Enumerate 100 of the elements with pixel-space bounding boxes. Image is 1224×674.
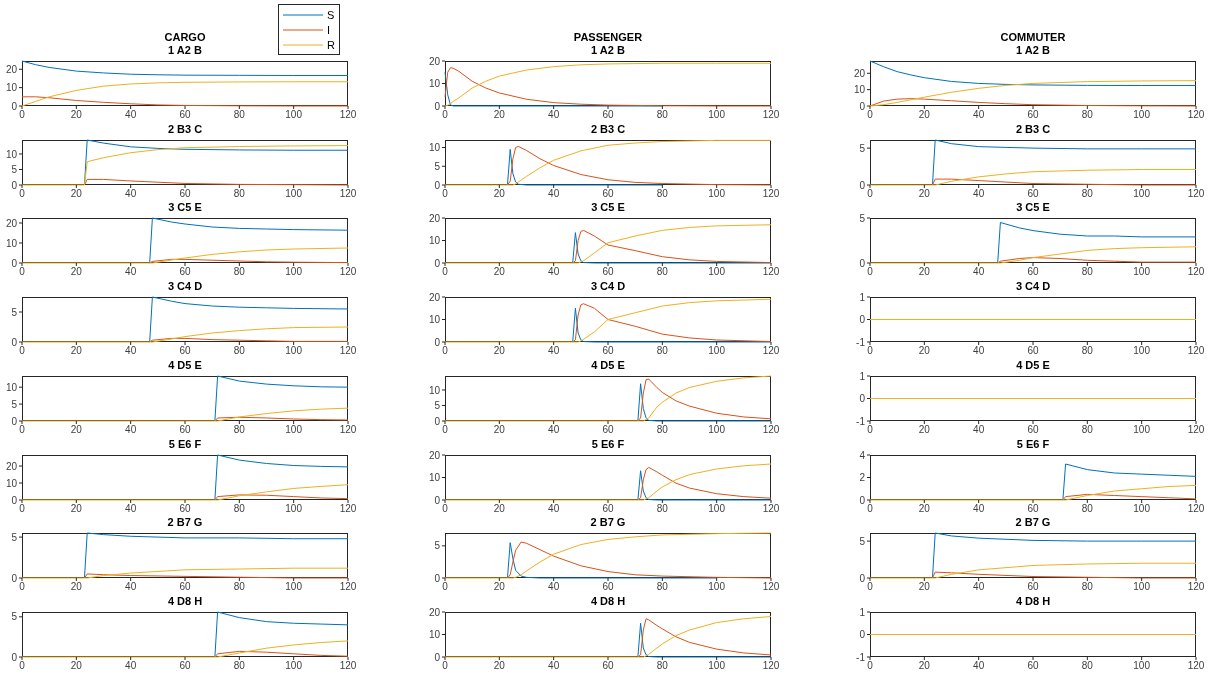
line-series xyxy=(214,454,349,500)
x-tick-label: 0 xyxy=(867,423,874,435)
x-tick-label: 20 xyxy=(70,109,83,121)
x-tick-label: 20 xyxy=(70,266,83,278)
x-tick-label: 60 xyxy=(1027,581,1039,593)
y-tick-label: 20 xyxy=(5,63,18,75)
line-series xyxy=(931,139,1197,186)
x-tick-label: 20 xyxy=(493,266,506,278)
x-tick-label: 0 xyxy=(442,109,449,121)
x-tick-label: 120 xyxy=(762,109,780,121)
line-series xyxy=(21,326,349,343)
x-tick-label: 80 xyxy=(656,502,669,514)
y-tick-label: 0 xyxy=(434,415,441,427)
x-tick-label: 40 xyxy=(973,187,985,199)
x-tick-label: 0 xyxy=(19,581,26,593)
chart-title: 3 C5 E xyxy=(590,201,626,215)
x-tick-label: 60 xyxy=(179,581,191,593)
line-series xyxy=(997,222,1197,264)
y-tick-label: 20 xyxy=(428,212,441,224)
x-tick-label: 0 xyxy=(442,345,449,357)
x-tick-label: 100 xyxy=(285,266,303,278)
x-tick-label: 120 xyxy=(1187,423,1205,435)
x-tick-label: 100 xyxy=(1133,581,1151,593)
x-tick-label: 0 xyxy=(442,659,449,671)
y-tick-label: 0 xyxy=(434,494,441,506)
x-tick-label: 100 xyxy=(285,423,303,435)
y-tick-label: 1 xyxy=(859,606,866,618)
x-tick-label: 120 xyxy=(762,266,780,278)
x-tick-label: 60 xyxy=(602,345,614,357)
x-tick-label: 120 xyxy=(339,187,357,199)
x-tick-label: 120 xyxy=(762,659,780,671)
x-tick-label: 40 xyxy=(973,266,985,278)
line-series xyxy=(214,611,349,658)
x-tick-label: 100 xyxy=(285,659,303,671)
chart-title: COMMUTER xyxy=(999,31,1067,44)
x-tick-label: 60 xyxy=(179,502,191,514)
x-tick-label: 60 xyxy=(179,187,191,199)
y-tick-label: 10 xyxy=(5,82,18,94)
line-series xyxy=(149,296,349,343)
x-tick-label: 60 xyxy=(602,266,614,278)
y-tick-label: 1 xyxy=(859,291,866,303)
chart-title: 4 D5 E xyxy=(590,358,626,372)
x-tick-label: 60 xyxy=(1027,266,1039,278)
x-tick-label: 60 xyxy=(179,423,191,435)
x-tick-label: 0 xyxy=(19,423,26,435)
y-tick-label: 5 xyxy=(859,142,866,154)
x-tick-label: 120 xyxy=(762,502,780,514)
x-tick-label: 120 xyxy=(762,187,780,199)
x-tick-label: 60 xyxy=(602,187,614,199)
y-tick-label: 0 xyxy=(11,494,18,506)
x-tick-label: 20 xyxy=(918,423,931,435)
x-tick-label: 100 xyxy=(285,581,303,593)
x-tick-label: 120 xyxy=(1187,109,1205,121)
x-tick-label: 80 xyxy=(1081,109,1094,121)
x-tick-label: 0 xyxy=(442,581,449,593)
x-tick-label: 40 xyxy=(548,345,560,357)
x-tick-label: 120 xyxy=(1187,266,1205,278)
x-tick-label: 100 xyxy=(708,502,726,514)
x-tick-label: 0 xyxy=(19,109,26,121)
x-tick-label: 100 xyxy=(1133,423,1151,435)
chart-title: 4 D8 H xyxy=(166,594,204,608)
x-tick-label: 20 xyxy=(70,502,83,514)
x-tick-label: 80 xyxy=(1081,581,1094,593)
y-tick-label: 0 xyxy=(11,651,18,663)
x-tick-label: 80 xyxy=(1081,187,1094,199)
y-tick-label: 10 xyxy=(428,141,441,153)
line-series xyxy=(869,80,1197,107)
x-tick-label: 20 xyxy=(918,187,931,199)
line-series xyxy=(931,532,1197,579)
x-tick-label: 120 xyxy=(762,423,780,435)
x-tick-label: 80 xyxy=(656,187,669,199)
line-series xyxy=(869,60,1197,87)
x-tick-label: 120 xyxy=(339,109,357,121)
x-tick-label: 100 xyxy=(1133,187,1151,199)
x-tick-label: 100 xyxy=(285,109,303,121)
chart-title: 2 B7 G xyxy=(1014,516,1052,530)
x-tick-label: 60 xyxy=(1027,423,1039,435)
x-tick-label: 20 xyxy=(918,266,931,278)
x-tick-label: 20 xyxy=(70,345,83,357)
x-tick-label: 80 xyxy=(233,581,246,593)
y-tick-label: 0 xyxy=(434,179,441,191)
x-tick-label: 120 xyxy=(339,266,357,278)
x-tick-label: 120 xyxy=(1187,502,1205,514)
y-tick-label: 1 xyxy=(859,370,866,382)
y-tick-label: 0 xyxy=(11,572,18,584)
x-tick-label: 20 xyxy=(493,423,506,435)
chart-title: 3 C5 E xyxy=(1015,201,1051,215)
line-series xyxy=(444,67,772,107)
x-tick-label: 80 xyxy=(656,266,669,278)
line-series xyxy=(83,532,349,579)
x-tick-label: 120 xyxy=(339,423,357,435)
y-tick-label: 0 xyxy=(434,572,441,584)
x-tick-label: 120 xyxy=(1187,581,1205,593)
chart-title: 3 C4 D xyxy=(1014,280,1052,294)
x-tick-label: 20 xyxy=(918,109,931,121)
chart-title: 2 B3 C xyxy=(589,122,627,136)
x-tick-label: 120 xyxy=(1187,187,1205,199)
line-series xyxy=(21,247,349,264)
x-tick-label: 80 xyxy=(1081,266,1094,278)
x-tick-label: 60 xyxy=(1027,502,1039,514)
